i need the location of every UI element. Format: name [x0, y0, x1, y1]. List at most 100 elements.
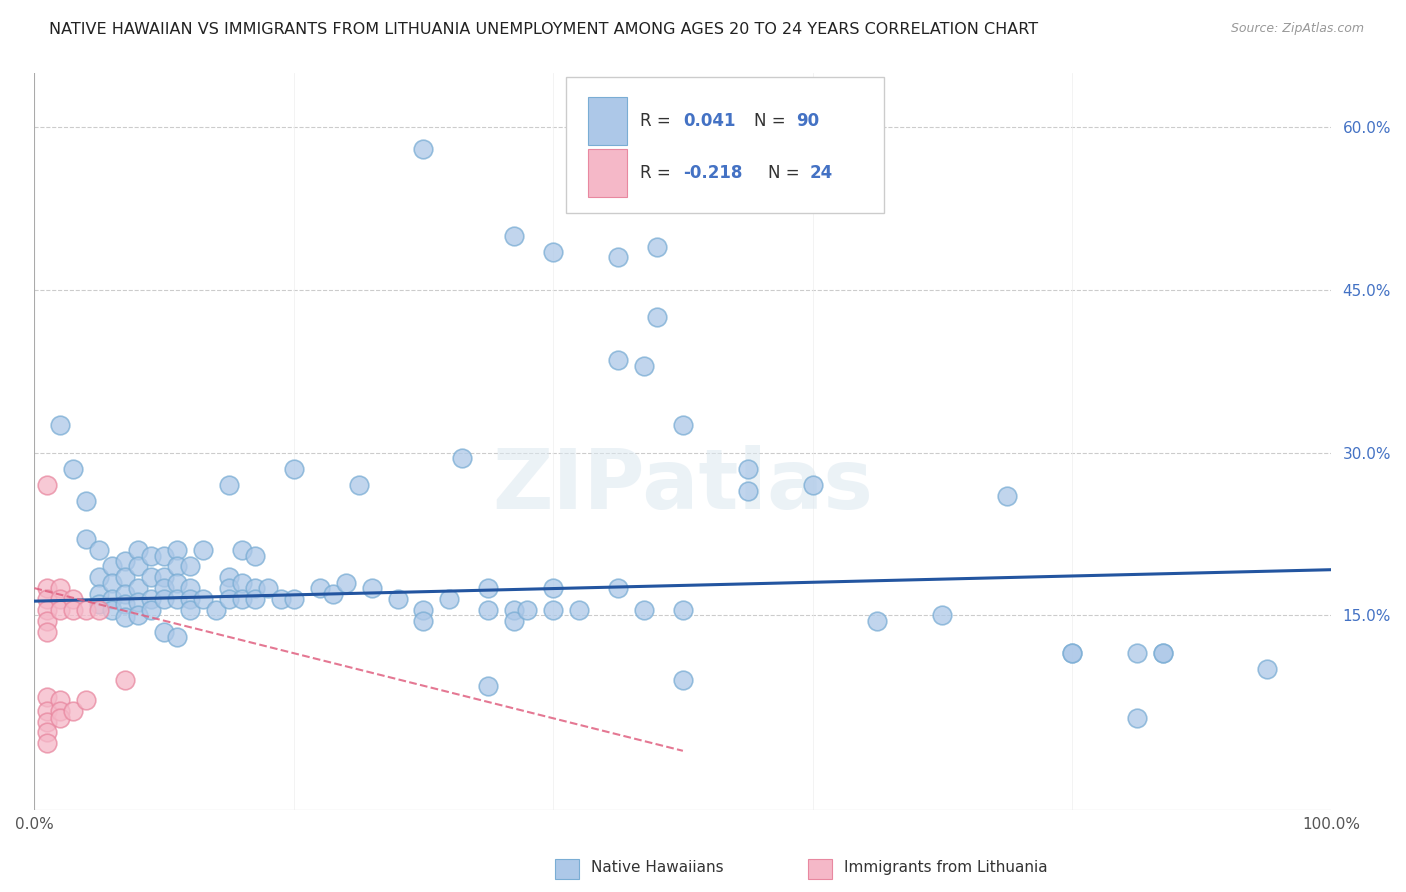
Point [477, 581, 499, 595]
Point [516, 603, 538, 617]
Point [166, 543, 188, 558]
Point [89, 603, 111, 617]
Text: -0.218: -0.218 [683, 163, 742, 182]
Text: 24: 24 [810, 163, 834, 182]
Point [37, 591, 59, 606]
Point [243, 581, 266, 595]
Point [37, 603, 59, 617]
Point [335, 575, 357, 590]
Point [205, 603, 228, 617]
Point [101, 603, 124, 617]
Point [37, 690, 59, 704]
Point [49, 711, 72, 725]
Point [633, 359, 655, 373]
FancyBboxPatch shape [567, 77, 884, 213]
Text: R =: R = [640, 112, 676, 130]
Point [127, 608, 149, 623]
Point [89, 586, 111, 600]
Point [153, 591, 176, 606]
Point [49, 591, 72, 606]
Point [75, 693, 97, 707]
Point [1126, 711, 1149, 725]
Point [541, 581, 564, 595]
Point [75, 494, 97, 508]
Point [737, 462, 759, 476]
Point [218, 581, 240, 595]
Point [607, 251, 630, 265]
Point [139, 603, 162, 617]
Point [801, 478, 824, 492]
Point [412, 142, 434, 156]
Point [114, 673, 136, 688]
Point [387, 591, 409, 606]
Point [49, 704, 72, 718]
Point [256, 581, 278, 595]
Point [477, 679, 499, 693]
Point [347, 478, 370, 492]
Point [243, 549, 266, 563]
Point [243, 591, 266, 606]
Point [477, 603, 499, 617]
Point [283, 462, 305, 476]
Point [633, 603, 655, 617]
Point [737, 483, 759, 498]
Point [672, 418, 695, 433]
Point [607, 353, 630, 368]
Text: Immigrants from Lithuania: Immigrants from Lithuania [844, 861, 1047, 875]
FancyBboxPatch shape [588, 97, 627, 145]
Point [1256, 663, 1278, 677]
Point [451, 450, 474, 465]
Point [37, 624, 59, 639]
Point [114, 554, 136, 568]
Point [1126, 646, 1149, 660]
Point [607, 581, 630, 595]
Point [62, 462, 84, 476]
Point [89, 598, 111, 612]
Point [114, 586, 136, 600]
Text: N =: N = [769, 163, 806, 182]
Point [231, 591, 253, 606]
Point [166, 591, 188, 606]
Point [49, 603, 72, 617]
Point [231, 543, 253, 558]
Point [166, 630, 188, 644]
Point [218, 591, 240, 606]
Point [139, 570, 162, 584]
Point [179, 559, 201, 574]
Point [75, 603, 97, 617]
Point [179, 591, 201, 606]
Text: 90: 90 [796, 112, 818, 130]
Point [645, 239, 668, 253]
Point [127, 559, 149, 574]
Point [49, 581, 72, 595]
Point [541, 244, 564, 259]
Point [37, 736, 59, 750]
Point [672, 603, 695, 617]
Point [49, 418, 72, 433]
Point [270, 591, 292, 606]
Text: N =: N = [754, 112, 792, 130]
Point [139, 591, 162, 606]
Point [153, 581, 176, 595]
Point [101, 559, 124, 574]
Point [322, 586, 344, 600]
Point [503, 614, 526, 628]
Point [37, 725, 59, 739]
Point [218, 478, 240, 492]
Point [62, 603, 84, 617]
Point [179, 603, 201, 617]
Point [672, 673, 695, 688]
Point [503, 603, 526, 617]
Point [568, 603, 591, 617]
Text: NATIVE HAWAIIAN VS IMMIGRANTS FROM LITHUANIA UNEMPLOYMENT AMONG AGES 20 TO 24 YE: NATIVE HAWAIIAN VS IMMIGRANTS FROM LITHU… [49, 22, 1039, 37]
Text: Native Hawaiians: Native Hawaiians [591, 861, 723, 875]
Point [37, 704, 59, 718]
Point [89, 543, 111, 558]
Point [439, 591, 461, 606]
Point [1060, 646, 1083, 660]
Point [114, 570, 136, 584]
Point [166, 575, 188, 590]
Point [1152, 646, 1174, 660]
Point [166, 559, 188, 574]
Point [1152, 646, 1174, 660]
